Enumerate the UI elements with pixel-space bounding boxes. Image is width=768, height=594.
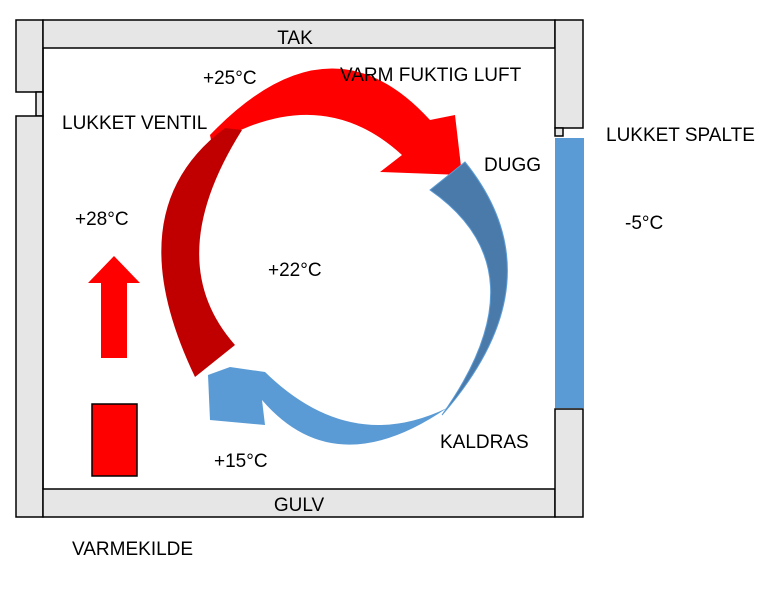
heat-source-block [91,403,138,477]
temperature-bottom: +15°C [214,451,268,472]
left-wall-valve [35,91,44,117]
dew-label: DUGG [484,155,541,176]
cold-air-right-arc [429,161,508,416]
cold-draft-arrow [208,367,447,445]
roof-label: TAK [277,28,313,49]
temperature-left: +28°C [75,209,129,230]
warm-air-left-arc [161,128,242,377]
cold-draft-label: KALDRAS [440,432,529,453]
left-wall-upper [15,19,44,93]
heat-source-label: VARMEKILDE [72,539,193,560]
floor-label: GULV [274,495,325,516]
cold-window-pane [555,138,584,408]
right-wall-lower [554,408,584,518]
temperature-top: +25°C [203,68,257,89]
warm-air-arrow [210,68,462,175]
closed-valve-label: LUKKET VENTIL [62,113,207,134]
temperature-outside: -5°C [625,213,663,234]
right-wall-upper [554,19,584,129]
right-wall-gap-ledge [554,127,564,137]
walls [15,19,584,518]
temperature-center: +22°C [268,260,322,281]
closed-gap-label: LUKKET SPALTE [606,125,755,146]
left-wall-lower [15,115,44,518]
warm-air-label: VARM FUKTIG LUFT [340,65,522,86]
heat-rise-arrow [88,256,140,358]
